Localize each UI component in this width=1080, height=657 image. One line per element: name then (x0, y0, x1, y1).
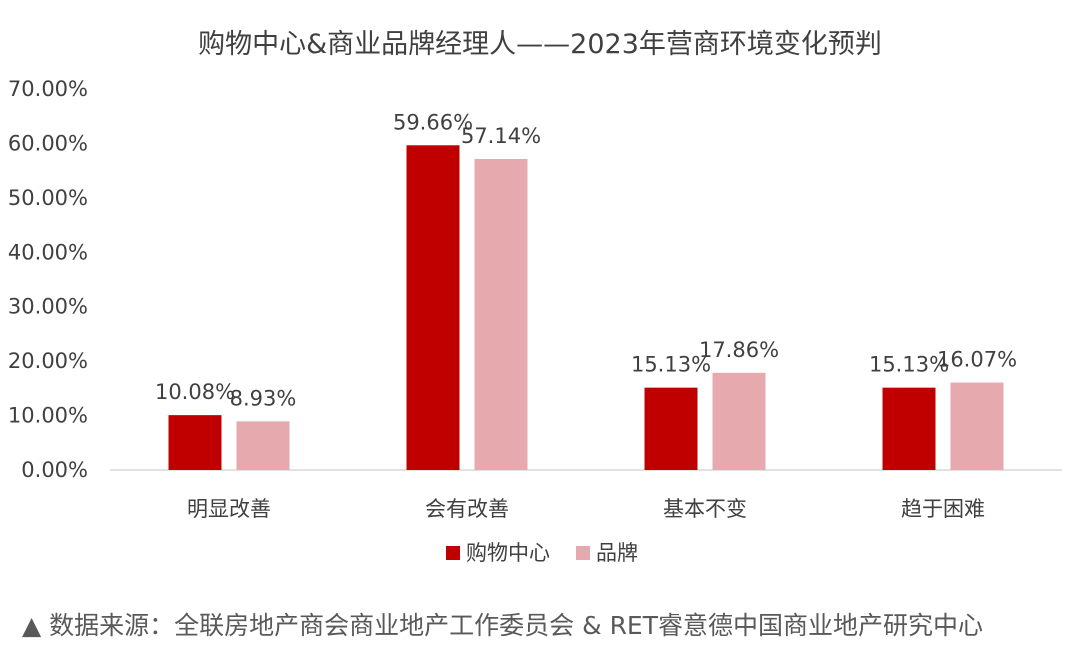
data-label: 59.66% (393, 110, 473, 134)
y-tick-label: 50.00% (8, 186, 88, 210)
bars: 10.08%8.93%59.66%57.14%15.13%17.86%15.13… (155, 110, 1017, 470)
data-label: 8.93% (230, 386, 297, 410)
x-tick-label: 会有改善 (425, 497, 509, 521)
data-label: 16.07% (937, 348, 1017, 372)
data-label: 17.86% (699, 338, 779, 362)
bar (236, 421, 290, 470)
bar (882, 387, 936, 470)
legend-swatch (576, 546, 590, 560)
y-tick-label: 0.00% (21, 458, 88, 482)
x-tick-label: 明显改善 (187, 497, 271, 521)
legend-swatch (446, 546, 460, 560)
y-tick-label: 10.00% (8, 404, 88, 428)
data-label: 10.08% (155, 380, 235, 404)
y-tick-label: 60.00% (8, 131, 88, 155)
y-axis: 0.00% 10.00% 20.00% 30.00% 40.00% 50.00% 60.00… (8, 77, 88, 482)
legend: 购物中心 品牌 (446, 541, 638, 565)
data-label: 57.14% (461, 124, 541, 148)
bar (950, 382, 1004, 470)
bar (474, 158, 528, 470)
x-tick-label: 趋于困难 (901, 497, 985, 521)
legend-label: 品牌 (596, 541, 638, 565)
bar (712, 372, 766, 470)
data-label: 15.13% (631, 353, 711, 377)
source-note: ▲ 数据来源：全联房地产商会商业地产工作委员会 & RET睿意德中国商业地产研究… (22, 611, 984, 640)
chart-title: 购物中心&商业品牌经理人——2023年营商环境变化预判 (198, 29, 882, 60)
data-label: 15.13% (869, 353, 949, 377)
bar (406, 145, 460, 470)
chart: 购物中心&商业品牌经理人——2023年营商环境变化预判 0.00% 10.00% 2… (8, 29, 1062, 565)
x-tick-label: 基本不变 (663, 497, 747, 521)
bar (168, 415, 222, 470)
y-tick-label: 20.00% (8, 349, 88, 373)
y-tick-label: 30.00% (8, 295, 88, 319)
y-tick-label: 70.00% (8, 77, 88, 101)
bar (644, 387, 698, 470)
x-axis: 明显改善 会有改善 基本不变 趋于困难 (187, 497, 985, 521)
legend-label: 购物中心 (466, 541, 550, 565)
y-tick-label: 40.00% (8, 240, 88, 264)
